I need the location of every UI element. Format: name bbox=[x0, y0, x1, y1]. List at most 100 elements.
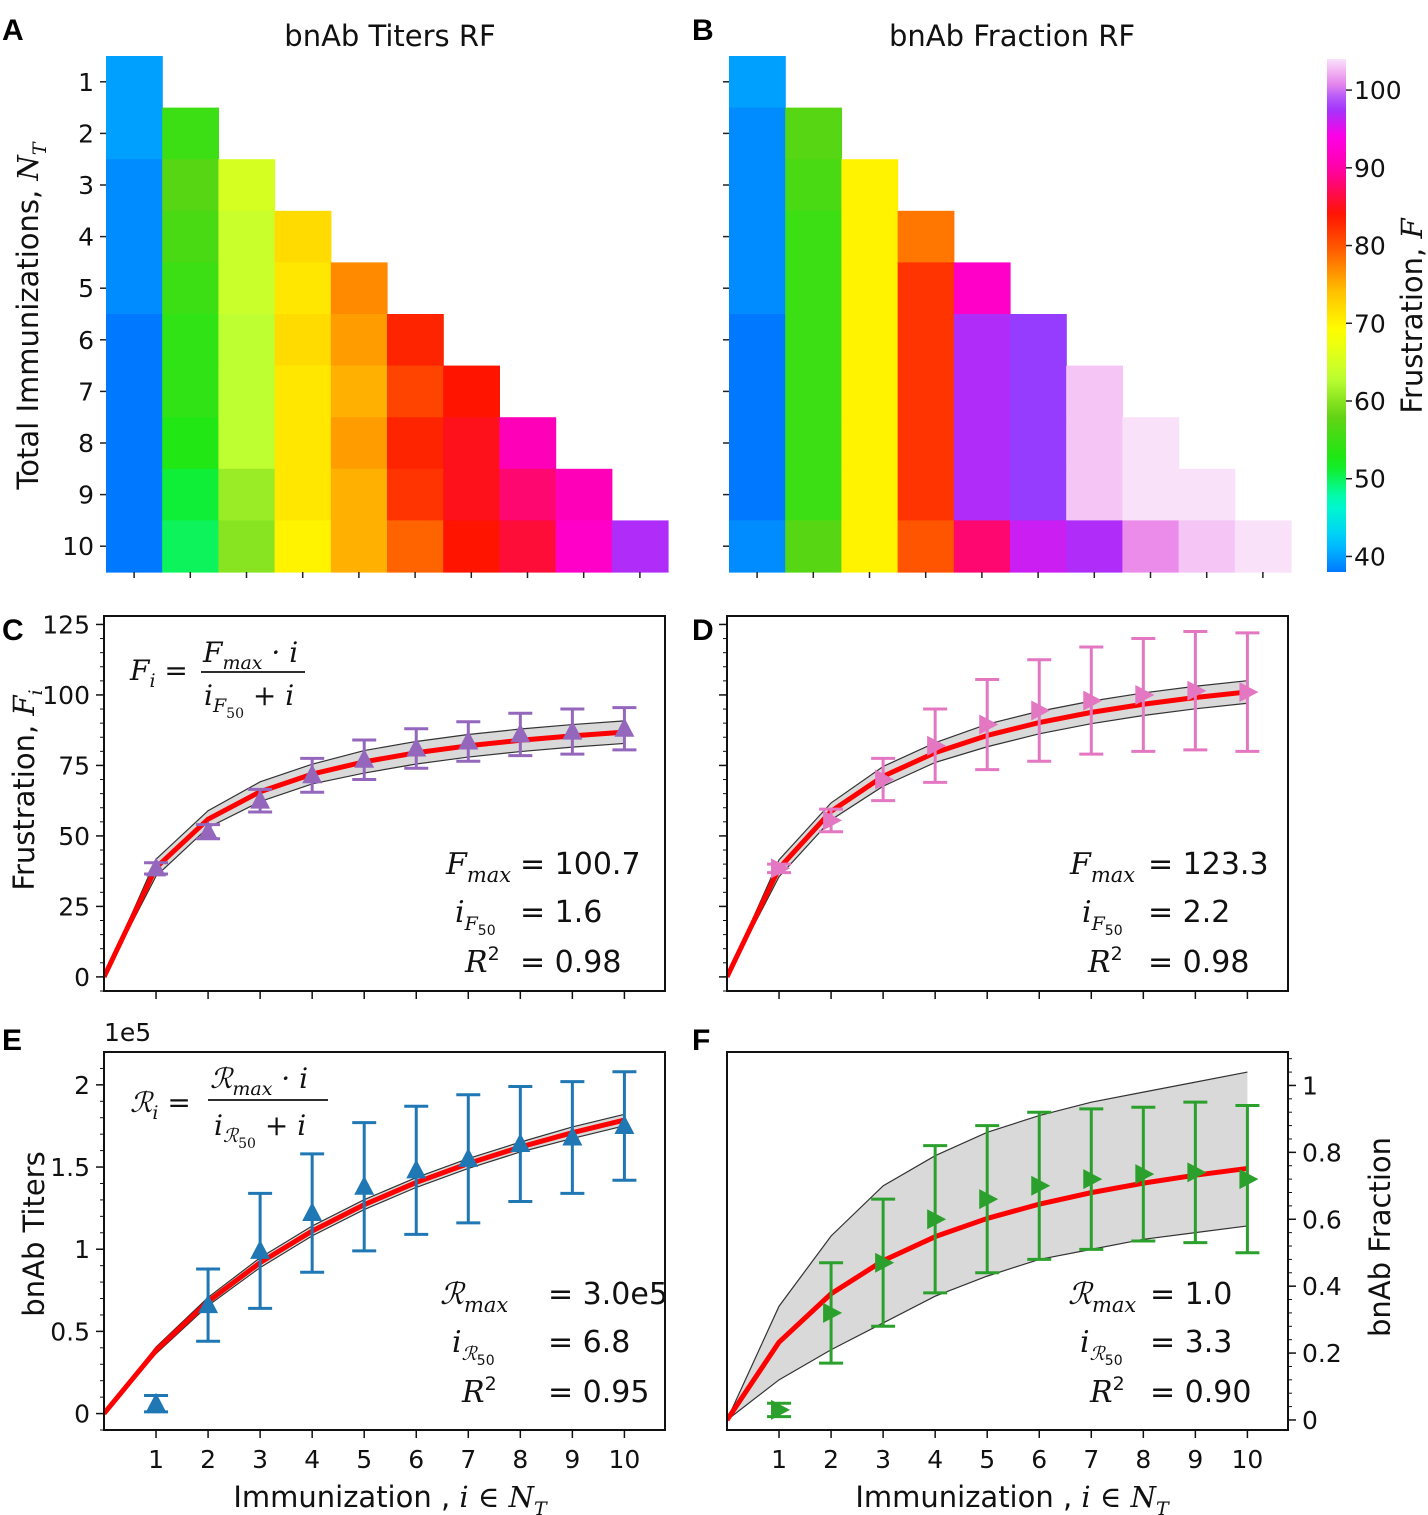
formula-c: Fi = Fmax · i iF50 + i bbox=[129, 636, 305, 722]
data-point bbox=[927, 1209, 947, 1230]
panel-label-d: D bbox=[692, 614, 714, 647]
data-point bbox=[1239, 682, 1259, 703]
fit-params-f: ℛmax = 1.0 iℛ50= 3.3 R2 = 0.90 bbox=[1068, 1277, 1251, 1410]
chart-f: 0 0.2 0.4 0.6 0.8 1 1 2 3 4 5 6 7 8 9 10 bbox=[726, 1051, 1342, 1474]
heat-cell bbox=[729, 365, 786, 418]
data-point bbox=[458, 730, 479, 750]
y-tick-label: 6 bbox=[78, 326, 94, 355]
y-tick-label: 125 bbox=[42, 610, 90, 639]
svg-text:iF50= 1.6: iF50= 1.6 bbox=[455, 895, 602, 939]
y-tick-label: 0.4 bbox=[1302, 1272, 1342, 1301]
data-point bbox=[979, 1189, 999, 1210]
offset-label: 1e5 bbox=[104, 1018, 151, 1047]
xlabel-f: Immunization , i ∈ NT bbox=[855, 1480, 1170, 1515]
heat-cell bbox=[162, 520, 219, 573]
heat-cell bbox=[387, 314, 444, 367]
data-point bbox=[458, 1147, 479, 1167]
svg-text:ℛmax= 1.0: ℛmax = 1.0 bbox=[1068, 1277, 1232, 1317]
data-point bbox=[1135, 1164, 1155, 1185]
heat-cell bbox=[841, 468, 899, 521]
heat-cell bbox=[443, 365, 500, 418]
x-tick-label: 2 bbox=[200, 1445, 216, 1474]
heat-cell bbox=[897, 520, 955, 573]
data-point bbox=[562, 1126, 583, 1146]
heat-cell bbox=[218, 468, 276, 521]
y-tick-label: 0 bbox=[1302, 1406, 1318, 1435]
heat-cell bbox=[218, 365, 276, 418]
x-tick-label: 6 bbox=[1031, 1445, 1047, 1474]
plot-frame bbox=[726, 1051, 1289, 1431]
heat-cell bbox=[162, 314, 219, 367]
heat-cell bbox=[555, 468, 613, 521]
heat-cell bbox=[1010, 365, 1067, 418]
heat-cell bbox=[106, 159, 163, 212]
y-tick-label: 5 bbox=[78, 274, 94, 303]
y-tick-label: 1 bbox=[78, 68, 94, 97]
y-tick-label: 1 bbox=[74, 1235, 90, 1264]
heat-cell bbox=[443, 520, 500, 573]
titers-ylabel: bnAb Titers bbox=[17, 1151, 51, 1316]
y-tick-label: 50 bbox=[58, 822, 90, 851]
data-point bbox=[198, 1294, 219, 1314]
y-tick-label: 1 bbox=[1302, 1071, 1318, 1100]
y-tick-label: 10 bbox=[62, 532, 94, 561]
x-tick-label: 9 bbox=[564, 1445, 580, 1474]
heat-cell bbox=[729, 262, 786, 315]
heat-cell bbox=[330, 262, 388, 315]
heat-cell bbox=[387, 468, 444, 521]
heat-cell bbox=[162, 210, 219, 263]
chart-d bbox=[719, 615, 1289, 999]
heat-cell bbox=[953, 468, 1011, 521]
y-tick-label: 75 bbox=[58, 751, 90, 780]
colorbar-tick-label: 100 bbox=[1354, 76, 1402, 105]
colorbar-tick-label: 40 bbox=[1354, 542, 1386, 571]
y-tick-label: 9 bbox=[78, 481, 94, 510]
heat-cell bbox=[387, 417, 444, 470]
data-point bbox=[823, 1302, 843, 1323]
x-tick-label: 10 bbox=[609, 1445, 641, 1474]
y-tick-label: 0 bbox=[74, 1400, 90, 1429]
data-point bbox=[1187, 680, 1207, 701]
x-tick-label: 10 bbox=[1232, 1445, 1264, 1474]
xlabel-e: Immunization , i ∈ NT bbox=[233, 1480, 548, 1515]
heat-cell bbox=[1066, 520, 1123, 573]
heat-cell bbox=[330, 314, 388, 367]
heat-cell bbox=[162, 468, 219, 521]
heat-cell bbox=[1066, 365, 1123, 418]
heat-cell bbox=[897, 314, 955, 367]
svg-text:ℛi =: ℛi = bbox=[130, 1086, 191, 1124]
y-tick-label: 0.6 bbox=[1302, 1205, 1342, 1234]
colorbar-bar bbox=[1327, 59, 1346, 572]
svg-text:ℛmax= 3.0e5: ℛmax = 3.0e5 bbox=[440, 1277, 668, 1317]
data-point bbox=[354, 1175, 375, 1195]
data-point bbox=[1239, 1169, 1259, 1190]
heat-cell bbox=[387, 365, 444, 418]
x-tick-label: 1 bbox=[148, 1445, 164, 1474]
colorbar-label: Frustration, F bbox=[1395, 218, 1428, 414]
heat-cell bbox=[1010, 468, 1067, 521]
heat-cell bbox=[499, 520, 557, 573]
data-point bbox=[250, 789, 271, 809]
panel-label-f: F bbox=[692, 1024, 710, 1057]
heat-cell bbox=[729, 210, 786, 263]
fraction-ylabel: bnAb Fraction bbox=[1363, 1137, 1397, 1337]
data-point bbox=[562, 720, 583, 740]
heat-cell bbox=[729, 159, 786, 212]
heat-cell bbox=[1010, 314, 1067, 367]
y-tick-label: 0 bbox=[74, 963, 90, 992]
heat-cell bbox=[953, 417, 1011, 470]
fit-params-e: ℛmax = 3.0e5 iℛ50= 6.8 R2 = 0.95 bbox=[440, 1277, 668, 1410]
x-tick-label: 9 bbox=[1187, 1445, 1203, 1474]
chart-e: 0 0.5 1 1.5 2 1 2 3 4 5 6 7 8 9 10 bbox=[50, 1051, 666, 1474]
plot-frame bbox=[726, 615, 1289, 992]
x-tick-label: 4 bbox=[927, 1445, 943, 1474]
data-point bbox=[510, 723, 531, 743]
heat-cell bbox=[1122, 520, 1180, 573]
data-point bbox=[1135, 684, 1155, 705]
heat-cell bbox=[785, 262, 842, 315]
heat-cell bbox=[274, 468, 332, 521]
heat-cell bbox=[499, 417, 557, 470]
heat-cell bbox=[897, 262, 955, 315]
x-tick-label: 7 bbox=[1083, 1445, 1099, 1474]
y-tick-label: 25 bbox=[58, 892, 90, 921]
